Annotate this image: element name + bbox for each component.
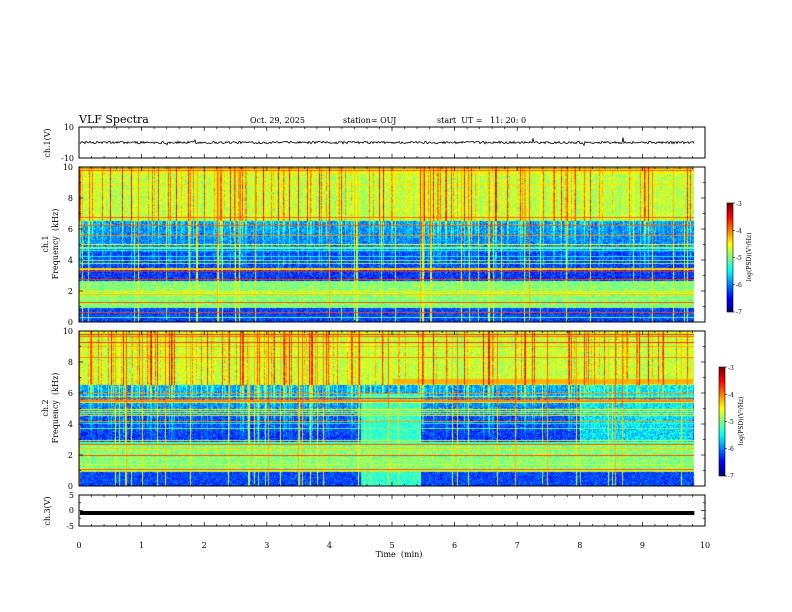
x-tick-label-5: 5 — [389, 541, 394, 550]
x-tick-label-7: 7 — [515, 541, 520, 550]
ch2-ylabel: ch.2 — [41, 399, 50, 416]
ch1-frequency-label: Frequency (kHz) — [51, 209, 60, 280]
ch1-ytick-10: 10 — [63, 163, 73, 172]
ch2-colorbar — [719, 367, 725, 476]
ch3-ytick-neg5: -5 — [66, 522, 74, 531]
ch2-ytick-10: 10 — [63, 327, 73, 336]
x-tick-label-0: 0 — [76, 541, 81, 550]
x-tick-label-8: 8 — [577, 541, 582, 550]
ch1-ytick-top: 10 — [64, 123, 74, 132]
cb1-tick-4: -4 — [736, 228, 742, 235]
x-tick-label-9: 9 — [640, 541, 645, 550]
station-label: station= OUJ — [343, 116, 396, 125]
x-tick-label-10: 10 — [700, 541, 710, 550]
ch2-spectrogram-image — [79, 331, 705, 486]
ch1-waveform-panel: 10 -10 ch.1(V) — [43, 123, 706, 163]
cb1-tick-5: -5 — [736, 255, 742, 262]
ch1-ytick-4: 4 — [68, 256, 73, 265]
cb1-tick-6: -6 — [736, 282, 742, 289]
cb2-tick-7: -7 — [728, 473, 734, 480]
x-tick-label-2: 2 — [202, 541, 207, 550]
ch1-colorbar — [727, 203, 733, 312]
cb2-tick-4: -4 — [728, 392, 734, 399]
ch2-ytick-2: 2 — [68, 451, 73, 460]
ch3-ytick-0: 0 — [69, 506, 74, 515]
cb2-tick-5: -5 — [728, 419, 734, 426]
x-tick-label-1: 1 — [139, 541, 144, 550]
ch1-ytick-2: 2 — [68, 287, 73, 296]
ch2-ytick-0: 0 — [68, 482, 73, 491]
cb2-tick-3: -3 — [728, 365, 734, 372]
start-time-label: start UT = 11: 20: 0 — [437, 116, 526, 125]
ch1-ytick-0: 0 — [68, 318, 73, 327]
ch1-waveform-trace — [79, 137, 695, 147]
x-axis-label: Time (min) — [376, 550, 423, 559]
date-label: Oct. 29, 2025 — [250, 116, 305, 125]
x-axis-tick-labels: 0 1 2 3 4 5 6 7 8 9 10 — [76, 541, 710, 550]
ch2-ytick-8: 8 — [68, 358, 73, 367]
x-tick-label-6: 6 — [452, 541, 457, 550]
ch1-spectrogram-panel: 10 8 6 4 2 0 ch.1 Frequency (kHz) -3 -4 … — [41, 163, 753, 327]
cb1-tick-7: -7 — [736, 309, 742, 316]
ch2-frequency-label: Frequency (kHz) — [51, 373, 60, 444]
figure-title: VLF Spectra — [78, 113, 149, 126]
ch3-frame — [78, 494, 706, 527]
ch1-ytick-bottom: -10 — [61, 154, 74, 163]
ch3-ylabel: ch.3(V) — [43, 496, 52, 525]
cb1-tick-3: -3 — [736, 201, 742, 208]
ch3-ytick-5: 5 — [69, 491, 74, 500]
ch1-ytick-8: 8 — [68, 194, 73, 203]
ch2-ytick-6: 6 — [68, 389, 73, 398]
ch2-spectrogram-panel: 10 8 6 4 2 0 ch.2 Frequency (kHz) -3 -4 … — [41, 327, 745, 491]
x-tick-label-3: 3 — [264, 541, 269, 550]
ch1-ylabel: ch.1 — [41, 235, 50, 252]
ch1-ytick-6: 6 — [68, 225, 73, 234]
cb1-label: log(PSD)(V²/Hz) — [746, 233, 753, 282]
ch1-ylabel: ch.1(V) — [43, 128, 52, 157]
cb2-label: log(PSD)(V²/Hz) — [738, 397, 745, 446]
ch1-frame — [78, 126, 706, 159]
ch3-waveform-panel: 5 0 -5 ch.3(V) — [43, 491, 706, 531]
ch1-spectrogram-image — [79, 167, 705, 322]
x-tick-label-4: 4 — [327, 541, 332, 550]
ch2-ytick-4: 4 — [68, 420, 73, 429]
cb2-tick-6: -6 — [728, 446, 734, 453]
